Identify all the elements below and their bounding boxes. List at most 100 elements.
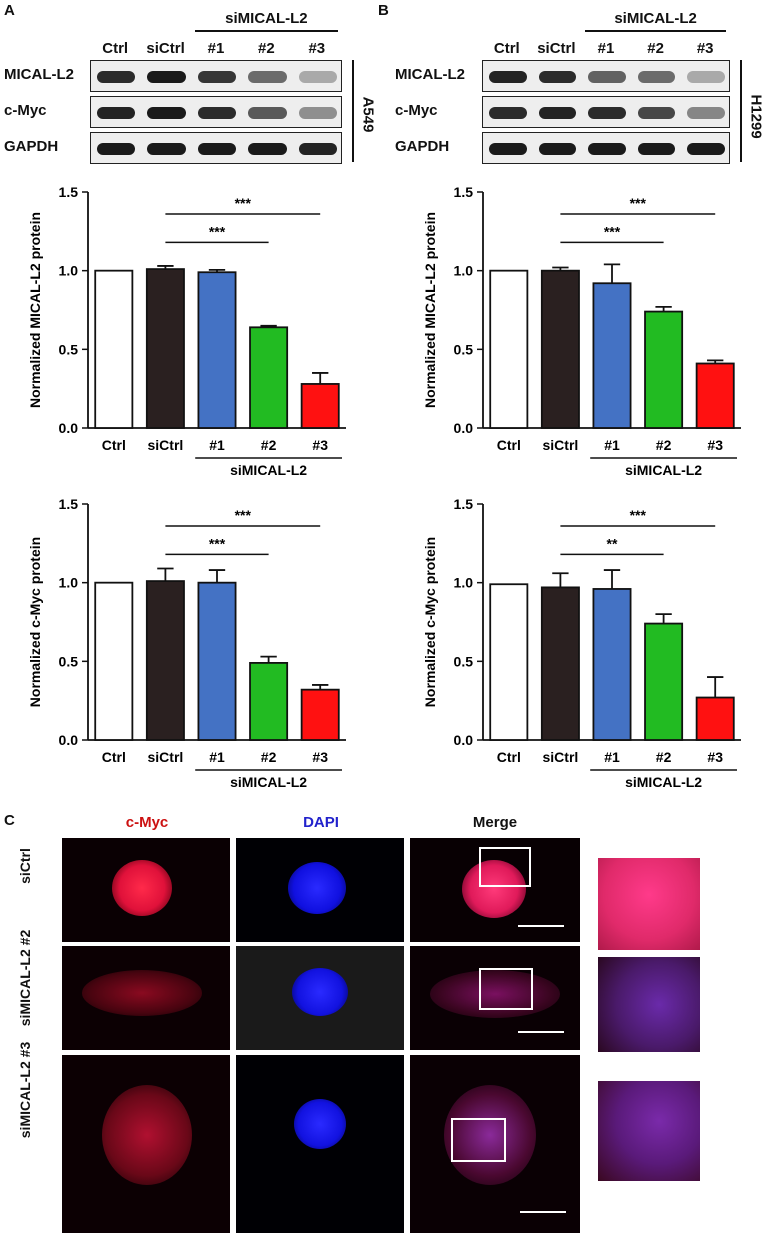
chart-mical-l2-h1299: 0.0 0.5 1.0 1.5 Normalized MICAL-L2 protein C… bbox=[422, 184, 741, 478]
blot-strip bbox=[90, 60, 342, 92]
blot-band bbox=[538, 107, 577, 119]
y-tick-label: 1.0 bbox=[59, 575, 79, 591]
if-zoom-simical2 bbox=[598, 957, 700, 1052]
blot-band bbox=[147, 143, 186, 155]
y-tick-label: 0.5 bbox=[59, 341, 79, 357]
blot-strip bbox=[482, 60, 730, 92]
blot-band bbox=[248, 71, 287, 83]
x-tick-label: #2 bbox=[261, 437, 277, 453]
y-tick-label: 1.5 bbox=[59, 184, 79, 200]
blot-group-label: siMICAL-L2 bbox=[225, 10, 308, 27]
x-tick-label: #1 bbox=[604, 437, 620, 453]
x-tick-label: #3 bbox=[312, 749, 328, 765]
blot-row-label: GAPDH bbox=[395, 138, 450, 155]
x-tick-label: siCtrl bbox=[148, 437, 184, 453]
blot-band bbox=[588, 71, 626, 83]
y-tick-label: 1.0 bbox=[454, 575, 474, 591]
y-axis-label: Normalized c-Myc protein bbox=[27, 537, 43, 707]
x-tick-label: #1 bbox=[209, 749, 225, 765]
if-zoom-sictrl bbox=[598, 858, 700, 950]
blot-band bbox=[97, 71, 136, 83]
if-image-simical3-merge bbox=[410, 1055, 580, 1233]
blot-band bbox=[197, 107, 237, 119]
blot-band bbox=[588, 107, 626, 119]
blot-band bbox=[298, 107, 337, 119]
bar bbox=[644, 310, 684, 429]
group-label: siMICAL-L2 bbox=[625, 462, 702, 478]
y-axis-label: Normalized MICAL-L2 protein bbox=[27, 212, 43, 408]
bar bbox=[592, 282, 632, 429]
bar bbox=[300, 688, 340, 741]
if-row-sictrl: siCtrl bbox=[17, 848, 33, 884]
blot-band bbox=[687, 143, 725, 155]
x-tick-label: Ctrl bbox=[497, 749, 521, 765]
blot-band bbox=[637, 71, 676, 83]
bar bbox=[592, 588, 632, 741]
blot-band bbox=[489, 143, 527, 155]
x-tick-label: siCtrl bbox=[543, 749, 579, 765]
y-tick-label: 1.5 bbox=[454, 184, 474, 200]
blot-band bbox=[197, 71, 237, 83]
x-tick-label: Ctrl bbox=[497, 437, 521, 453]
group-label: siMICAL-L2 bbox=[230, 774, 307, 790]
blot-band bbox=[248, 143, 287, 155]
western-blot-a549: siMICAL-L2 Ctrl siCtrl #1 #2 #3 MICAL-L2 c-Myc G… bbox=[0, 0, 380, 165]
x-tick-label: #1 bbox=[209, 437, 225, 453]
blot-lane-label: #1 bbox=[597, 40, 615, 57]
blot-band bbox=[298, 71, 337, 83]
blot-lane-label: Ctrl bbox=[493, 40, 520, 57]
panel-label-c: C bbox=[4, 812, 15, 829]
if-image-simical3-cmyc bbox=[62, 1055, 230, 1233]
significance-label: *** bbox=[630, 507, 647, 523]
blot-row-label: c-Myc bbox=[4, 102, 47, 119]
x-tick-label: #2 bbox=[261, 749, 277, 765]
y-tick-label: 0.0 bbox=[454, 732, 474, 748]
y-tick-label: 1.5 bbox=[59, 496, 79, 512]
significance-label: *** bbox=[604, 223, 621, 239]
significance-label: ** bbox=[607, 535, 618, 551]
panel-label-a: A bbox=[4, 2, 15, 19]
blot-cell-line: H1299 bbox=[747, 94, 765, 139]
x-tick-label: #2 bbox=[656, 749, 672, 765]
bar bbox=[695, 696, 735, 741]
x-tick-label: siCtrl bbox=[148, 749, 184, 765]
blot-lane-label: siCtrl bbox=[537, 40, 576, 57]
blot-lane-label: #3 bbox=[308, 40, 326, 57]
blot-band bbox=[538, 143, 577, 155]
y-axis-label: Normalized c-Myc protein bbox=[422, 537, 438, 707]
bar bbox=[197, 581, 237, 741]
y-tick-label: 1.0 bbox=[59, 263, 79, 279]
x-tick-label: #2 bbox=[656, 437, 672, 453]
blot-row-label: c-Myc bbox=[395, 102, 438, 119]
bar bbox=[197, 271, 237, 429]
y-tick-label: 0.5 bbox=[59, 653, 79, 669]
bar bbox=[540, 586, 580, 741]
bar bbox=[300, 383, 340, 429]
chart-mical-l2-a549: 0.0 0.5 1.0 1.5 Normalized MICAL-L2 protein C… bbox=[27, 184, 346, 478]
if-image-simical3-dapi bbox=[236, 1055, 404, 1233]
chart-cmyc-h1299: 0.0 0.5 1.0 1.5 Normalized c-Myc protein Ctrl… bbox=[422, 496, 741, 790]
significance-label: *** bbox=[209, 223, 226, 239]
if-image-simical2-merge bbox=[410, 946, 580, 1050]
bar bbox=[145, 268, 185, 429]
blot-row-label: MICAL-L2 bbox=[4, 66, 74, 83]
significance-label: *** bbox=[235, 507, 252, 523]
blot-cell-line: A549 bbox=[359, 96, 377, 133]
y-tick-label: 0.5 bbox=[454, 341, 474, 357]
group-label: siMICAL-L2 bbox=[625, 774, 702, 790]
if-col-cmyc: c-Myc bbox=[125, 814, 169, 831]
y-tick-label: 1.0 bbox=[454, 263, 474, 279]
group-label: siMICAL-L2 bbox=[230, 462, 307, 478]
blot-lane-label: Ctrl bbox=[102, 40, 129, 57]
x-tick-label: #3 bbox=[707, 437, 723, 453]
y-tick-label: 1.5 bbox=[454, 496, 474, 512]
blot-strip bbox=[90, 132, 342, 164]
y-tick-label: 0.5 bbox=[454, 653, 474, 669]
if-image-simical2-cmyc bbox=[62, 946, 230, 1050]
blot-band bbox=[637, 143, 676, 155]
x-tick-label: #3 bbox=[707, 749, 723, 765]
if-row-simical-2: siMICAL-L2 #2 bbox=[17, 929, 33, 1027]
if-image-simical2-dapi bbox=[236, 946, 404, 1050]
blot-strip bbox=[482, 96, 730, 128]
blot-band bbox=[197, 143, 237, 155]
